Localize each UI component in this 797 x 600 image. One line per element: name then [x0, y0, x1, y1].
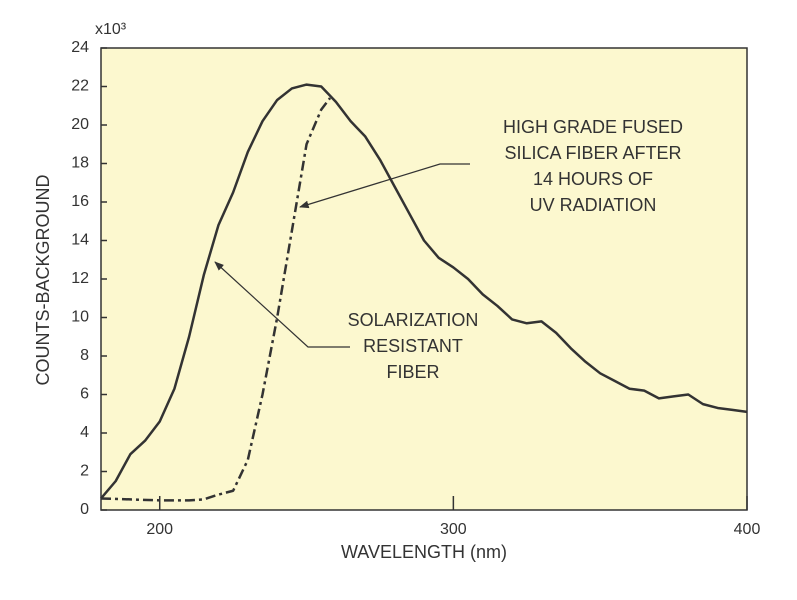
annotation-text: HIGH GRADE FUSED — [503, 117, 683, 137]
y-tick-label: 20 — [71, 116, 89, 133]
y-tick-label: 24 — [71, 39, 89, 56]
annotation-arrow — [299, 163, 470, 209]
y-tick-label: 12 — [71, 270, 89, 287]
x-tick-label: 200 — [146, 521, 173, 538]
annotation-text: SOLARIZATION — [348, 310, 479, 330]
annotation-text: SILICA FIBER AFTER — [504, 143, 681, 163]
annotation-text: FIBER — [386, 362, 439, 382]
annotation-arrow — [214, 261, 350, 348]
annotation-text: 14 HOURS OF — [533, 169, 653, 189]
y-tick-label: 8 — [80, 347, 89, 364]
y-multiplier: x10³ — [95, 21, 127, 38]
y-tick-label: 0 — [80, 501, 89, 518]
x-tick-label: 400 — [734, 521, 761, 538]
y-tick-label: 4 — [80, 424, 89, 441]
y-tick-label: 6 — [80, 386, 89, 403]
y-tick-label: 18 — [71, 155, 89, 172]
y-tick-label: 10 — [71, 309, 89, 326]
y-tick-label: 2 — [80, 463, 89, 480]
y-axis-label: COUNTS-BACKGROUND — [33, 174, 53, 385]
y-tick-label: 16 — [71, 193, 89, 210]
y-tick-label: 22 — [71, 78, 89, 95]
series-line — [100, 83, 748, 500]
x-axis-label: WAVELENGTH (nm) — [341, 542, 507, 562]
y-tick-label: 14 — [71, 232, 89, 249]
annotation-text: UV RADIATION — [530, 195, 657, 215]
annotation-text: RESISTANT — [363, 336, 463, 356]
series-line — [100, 97, 332, 502]
plot-area — [100, 47, 748, 511]
x-tick-label: 300 — [440, 521, 467, 538]
